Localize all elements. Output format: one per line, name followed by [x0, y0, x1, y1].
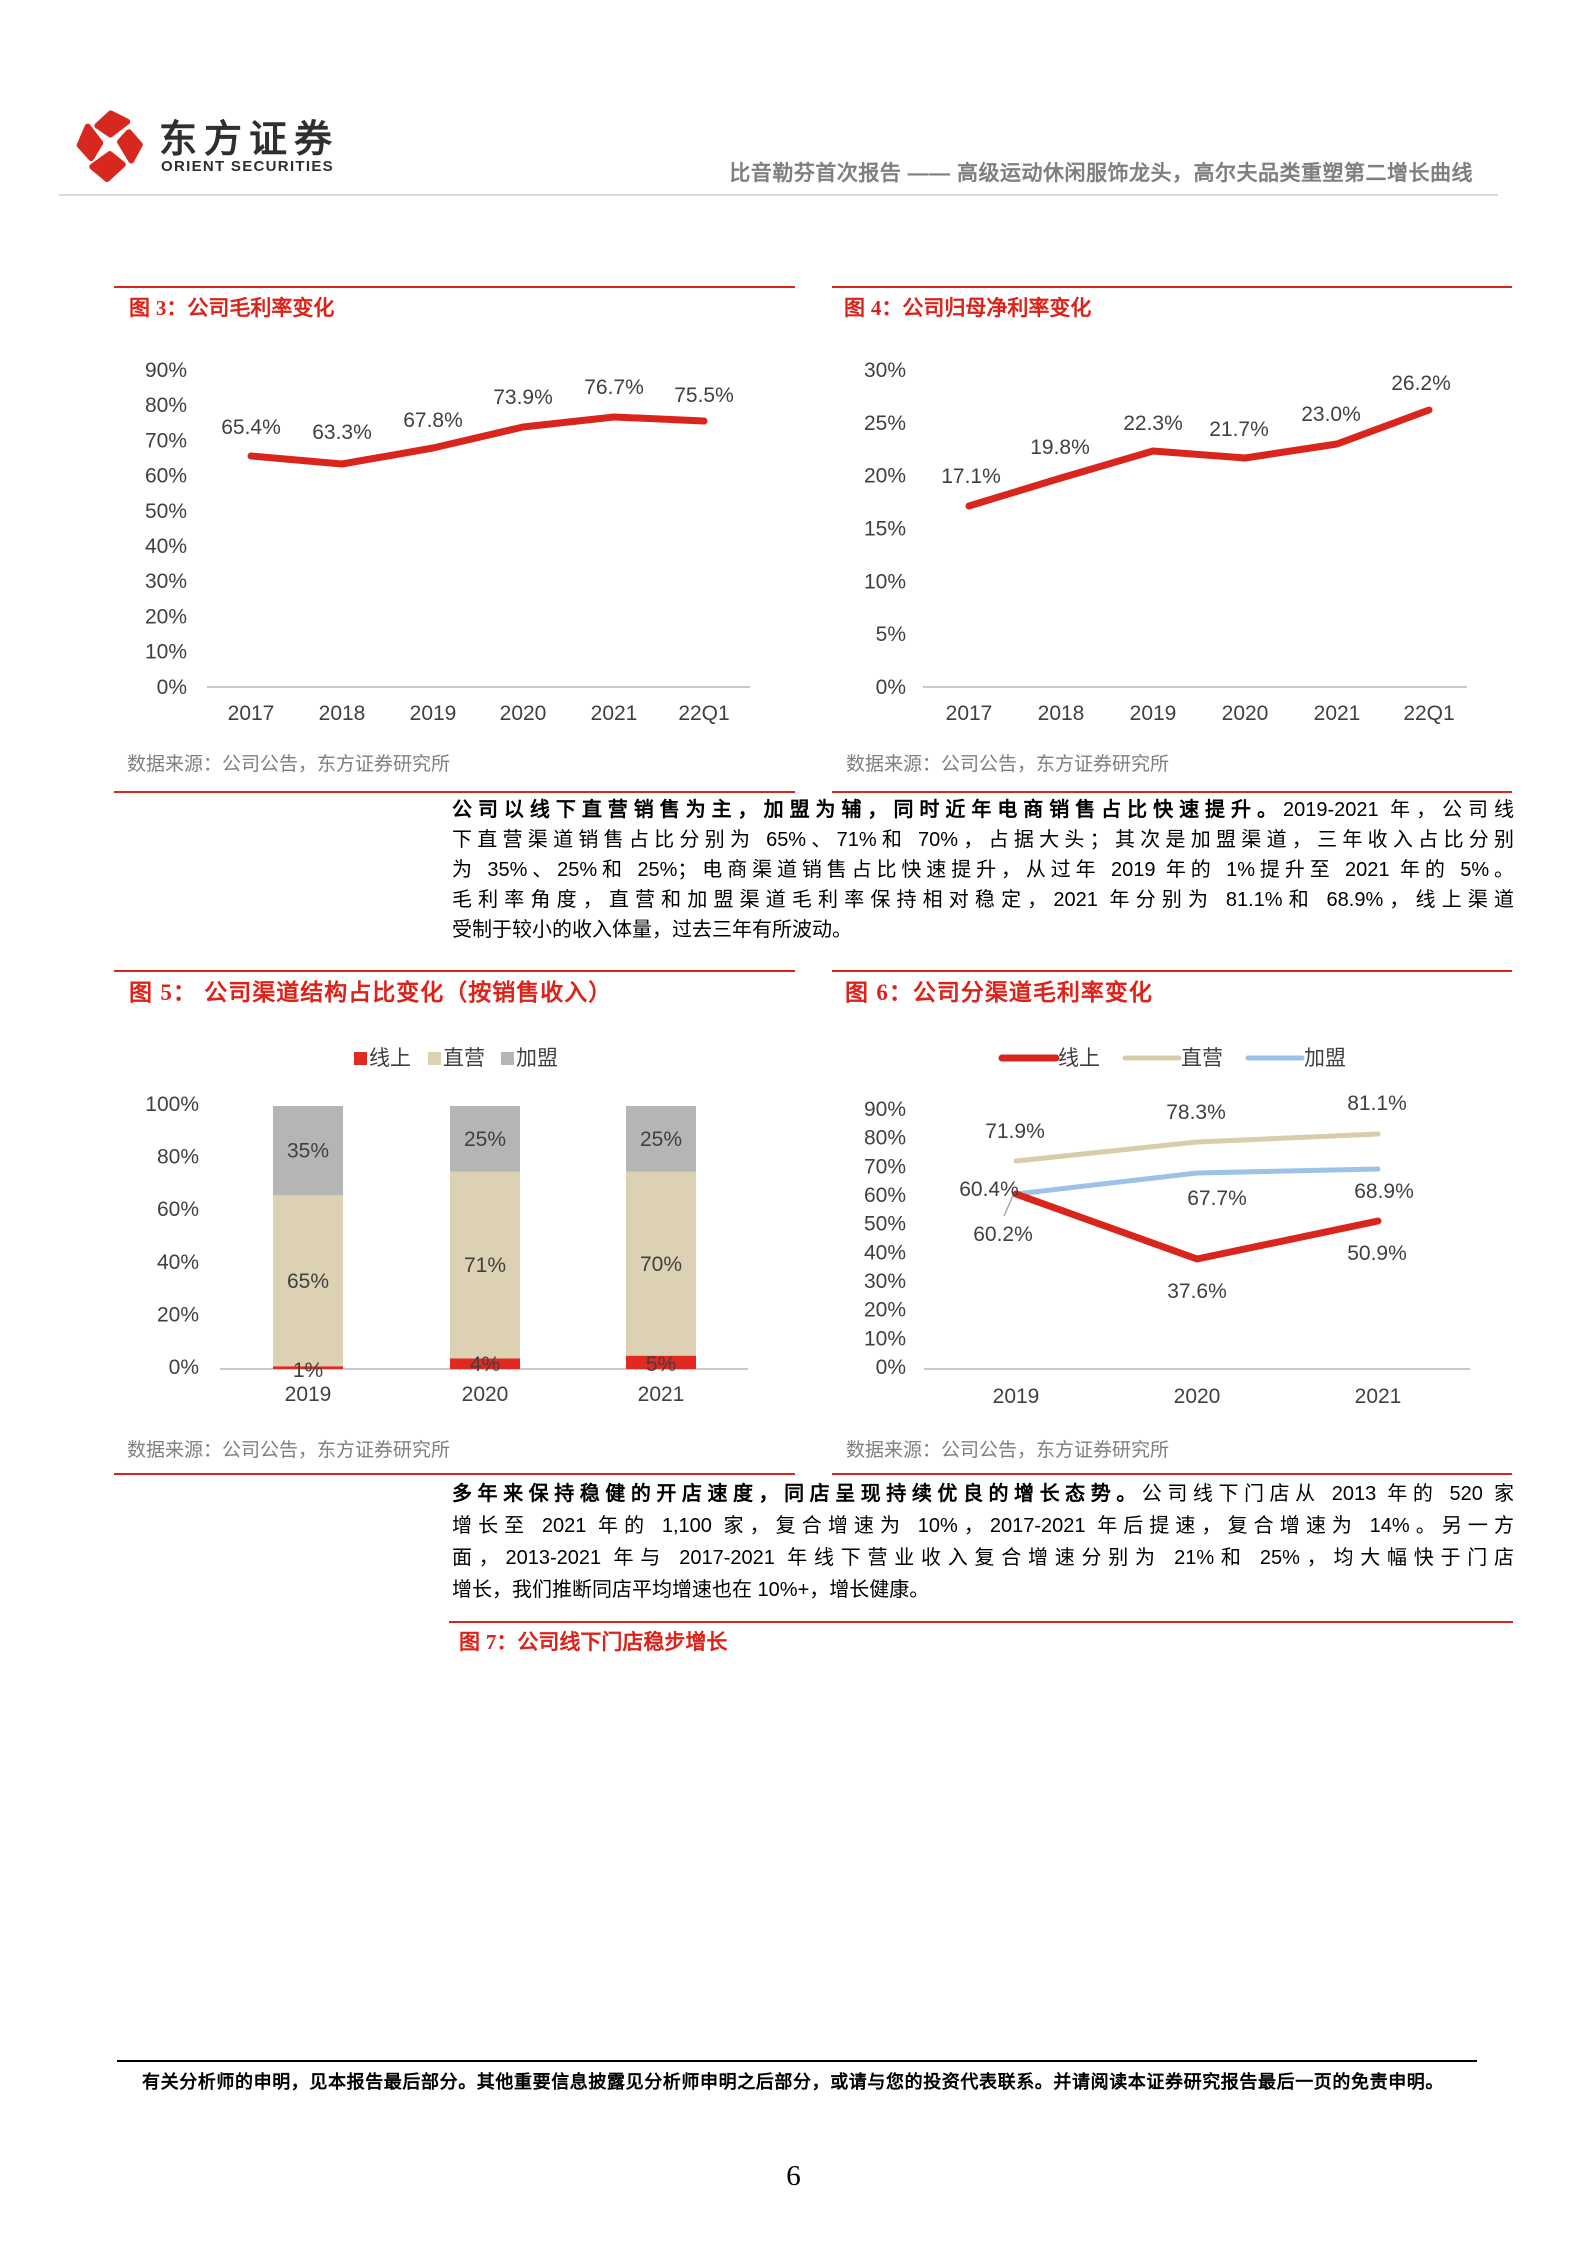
svg-text:76.7%: 76.7% — [584, 376, 644, 399]
svg-text:35%: 35% — [287, 1140, 329, 1163]
svg-text:20%: 20% — [864, 465, 906, 488]
svg-text:0%: 0% — [876, 676, 906, 699]
svg-text:71%: 71% — [464, 1254, 506, 1277]
svg-text:70%: 70% — [640, 1253, 682, 1276]
svg-text:19.8%: 19.8% — [1030, 436, 1090, 459]
svg-text:2020: 2020 — [1222, 702, 1269, 725]
svg-text:2020: 2020 — [462, 1383, 509, 1406]
svg-text:70%: 70% — [864, 1155, 906, 1178]
svg-text:71.9%: 71.9% — [985, 1120, 1045, 1143]
svg-text:2020: 2020 — [1174, 1385, 1221, 1408]
svg-text:80%: 80% — [864, 1127, 906, 1150]
svg-text:10%: 10% — [145, 641, 187, 664]
svg-text:17.1%: 17.1% — [941, 465, 1001, 488]
svg-text:50.9%: 50.9% — [1347, 1242, 1407, 1265]
svg-text:0%: 0% — [169, 1356, 199, 1379]
svg-text:25%: 25% — [864, 412, 906, 435]
svg-text:加盟: 加盟 — [1304, 1047, 1346, 1070]
svg-text:1%: 1% — [293, 1359, 323, 1382]
svg-text:2021: 2021 — [1355, 1385, 1402, 1408]
svg-text:加盟: 加盟 — [516, 1047, 558, 1070]
svg-text:65%: 65% — [287, 1270, 329, 1293]
svg-text:2020: 2020 — [500, 702, 547, 725]
svg-text:67.7%: 67.7% — [1187, 1187, 1247, 1210]
svg-text:90%: 90% — [864, 1098, 906, 1121]
svg-text:60%: 60% — [864, 1184, 906, 1207]
svg-text:22.3%: 22.3% — [1123, 412, 1183, 435]
svg-text:2021: 2021 — [638, 1383, 685, 1406]
svg-text:81.1%: 81.1% — [1347, 1092, 1407, 1115]
svg-text:22Q1: 22Q1 — [678, 702, 729, 725]
svg-text:20%: 20% — [145, 605, 187, 628]
svg-text:30%: 30% — [145, 570, 187, 593]
svg-text:26.2%: 26.2% — [1391, 372, 1451, 395]
svg-text:80%: 80% — [157, 1146, 199, 1169]
svg-text:10%: 10% — [864, 1327, 906, 1350]
svg-text:30%: 30% — [864, 1270, 906, 1293]
svg-text:15%: 15% — [864, 517, 906, 540]
svg-text:60.2%: 60.2% — [973, 1223, 1033, 1246]
svg-text:68.9%: 68.9% — [1354, 1180, 1414, 1203]
svg-text:2017: 2017 — [946, 702, 993, 725]
svg-text:60%: 60% — [157, 1198, 199, 1221]
svg-text:40%: 40% — [864, 1241, 906, 1264]
svg-text:25%: 25% — [640, 1128, 682, 1151]
svg-text:2019: 2019 — [993, 1385, 1040, 1408]
svg-text:40%: 40% — [145, 535, 187, 558]
svg-text:100%: 100% — [145, 1093, 199, 1116]
svg-text:20%: 20% — [157, 1303, 199, 1326]
svg-text:2017: 2017 — [228, 702, 275, 725]
svg-text:5%: 5% — [876, 623, 906, 646]
svg-text:2018: 2018 — [319, 702, 366, 725]
svg-text:63.3%: 63.3% — [312, 421, 372, 444]
svg-text:2021: 2021 — [1314, 702, 1361, 725]
svg-text:2021: 2021 — [591, 702, 638, 725]
svg-text:10%: 10% — [864, 570, 906, 593]
svg-text:40%: 40% — [157, 1251, 199, 1274]
svg-text:67.8%: 67.8% — [403, 409, 463, 432]
svg-text:37.6%: 37.6% — [1167, 1280, 1227, 1303]
svg-text:线上: 线上 — [369, 1047, 411, 1070]
svg-text:50%: 50% — [145, 500, 187, 523]
svg-text:直营: 直营 — [1181, 1047, 1223, 1070]
svg-text:50%: 50% — [864, 1213, 906, 1236]
svg-text:73.9%: 73.9% — [493, 386, 553, 409]
svg-text:30%: 30% — [864, 359, 906, 382]
svg-text:2018: 2018 — [1038, 702, 1085, 725]
svg-text:线上: 线上 — [1058, 1047, 1100, 1070]
svg-text:2019: 2019 — [410, 702, 457, 725]
svg-text:75.5%: 75.5% — [674, 384, 734, 407]
svg-text:60.4%: 60.4% — [959, 1178, 1019, 1201]
svg-text:90%: 90% — [145, 359, 187, 382]
svg-text:21.7%: 21.7% — [1209, 418, 1269, 441]
svg-text:0%: 0% — [876, 1356, 906, 1379]
svg-text:80%: 80% — [145, 394, 187, 417]
svg-text:0%: 0% — [157, 676, 187, 699]
svg-text:60%: 60% — [145, 465, 187, 488]
svg-text:5%: 5% — [646, 1353, 676, 1376]
svg-text:2019: 2019 — [1130, 702, 1177, 725]
svg-text:25%: 25% — [464, 1128, 506, 1151]
svg-text:4%: 4% — [470, 1353, 500, 1376]
svg-text:78.3%: 78.3% — [1166, 1101, 1226, 1124]
svg-text:23.0%: 23.0% — [1301, 403, 1361, 426]
svg-text:直营: 直营 — [443, 1047, 485, 1070]
svg-text:65.4%: 65.4% — [221, 416, 281, 439]
svg-text:20%: 20% — [864, 1299, 906, 1322]
svg-text:70%: 70% — [145, 429, 187, 452]
svg-text:22Q1: 22Q1 — [1403, 702, 1454, 725]
svg-text:2019: 2019 — [285, 1383, 332, 1406]
